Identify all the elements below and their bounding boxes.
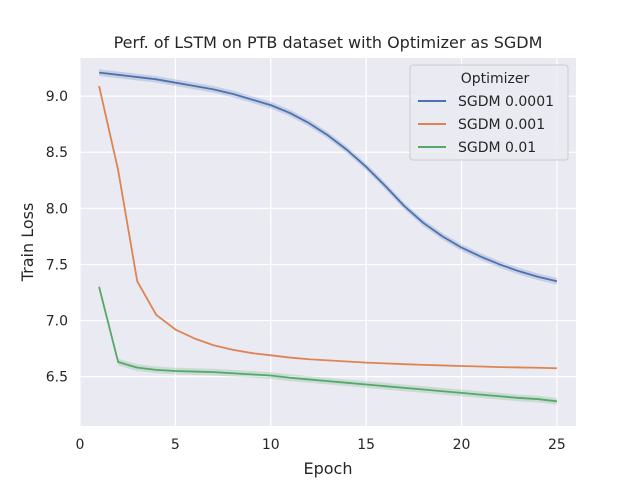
legend-title: Optimizer bbox=[461, 71, 530, 87]
line-series-2 bbox=[98, 286, 558, 403]
chart-title: Perf. of LSTM on PTB dataset with Optimi… bbox=[114, 33, 543, 52]
y-tick-label: 8.5 bbox=[46, 145, 68, 161]
y-tick-label: 9.0 bbox=[46, 89, 68, 105]
y-tick-label: 7.5 bbox=[46, 257, 68, 273]
y-tick-label: 7.0 bbox=[46, 314, 68, 330]
x-axis-label: Epoch bbox=[304, 459, 353, 478]
x-tick-label: 0 bbox=[76, 437, 85, 453]
x-tick-label: 20 bbox=[453, 437, 471, 453]
x-axis-ticks: 0 5 10 15 20 25 bbox=[76, 437, 566, 453]
legend-label-2: SGDM 0.01 bbox=[458, 140, 536, 156]
series-lines bbox=[98, 71, 558, 403]
confidence-bands bbox=[99, 69, 557, 405]
y-tick-label: 8.0 bbox=[46, 201, 68, 217]
line-series-1 bbox=[98, 85, 557, 370]
y-axis-ticks: 6.5 7.0 7.5 8.0 8.5 9.0 bbox=[46, 89, 68, 385]
x-tick-label: 10 bbox=[262, 437, 280, 453]
legend: Optimizer SGDM 0.0001 SGDM 0.001 SGDM 0.01 bbox=[409, 64, 569, 161]
y-tick-label: 6.5 bbox=[46, 370, 68, 386]
y-axis-label: Train Loss bbox=[18, 203, 37, 283]
legend-label-1: SGDM 0.001 bbox=[458, 117, 545, 133]
band-series-2 bbox=[99, 283, 557, 405]
x-tick-label: 25 bbox=[548, 437, 566, 453]
legend-box bbox=[409, 64, 569, 161]
x-tick-label: 15 bbox=[357, 437, 375, 453]
legend-label-0: SGDM 0.0001 bbox=[458, 94, 554, 110]
line-series-0 bbox=[98, 71, 558, 283]
x-tick-label: 5 bbox=[171, 437, 180, 453]
